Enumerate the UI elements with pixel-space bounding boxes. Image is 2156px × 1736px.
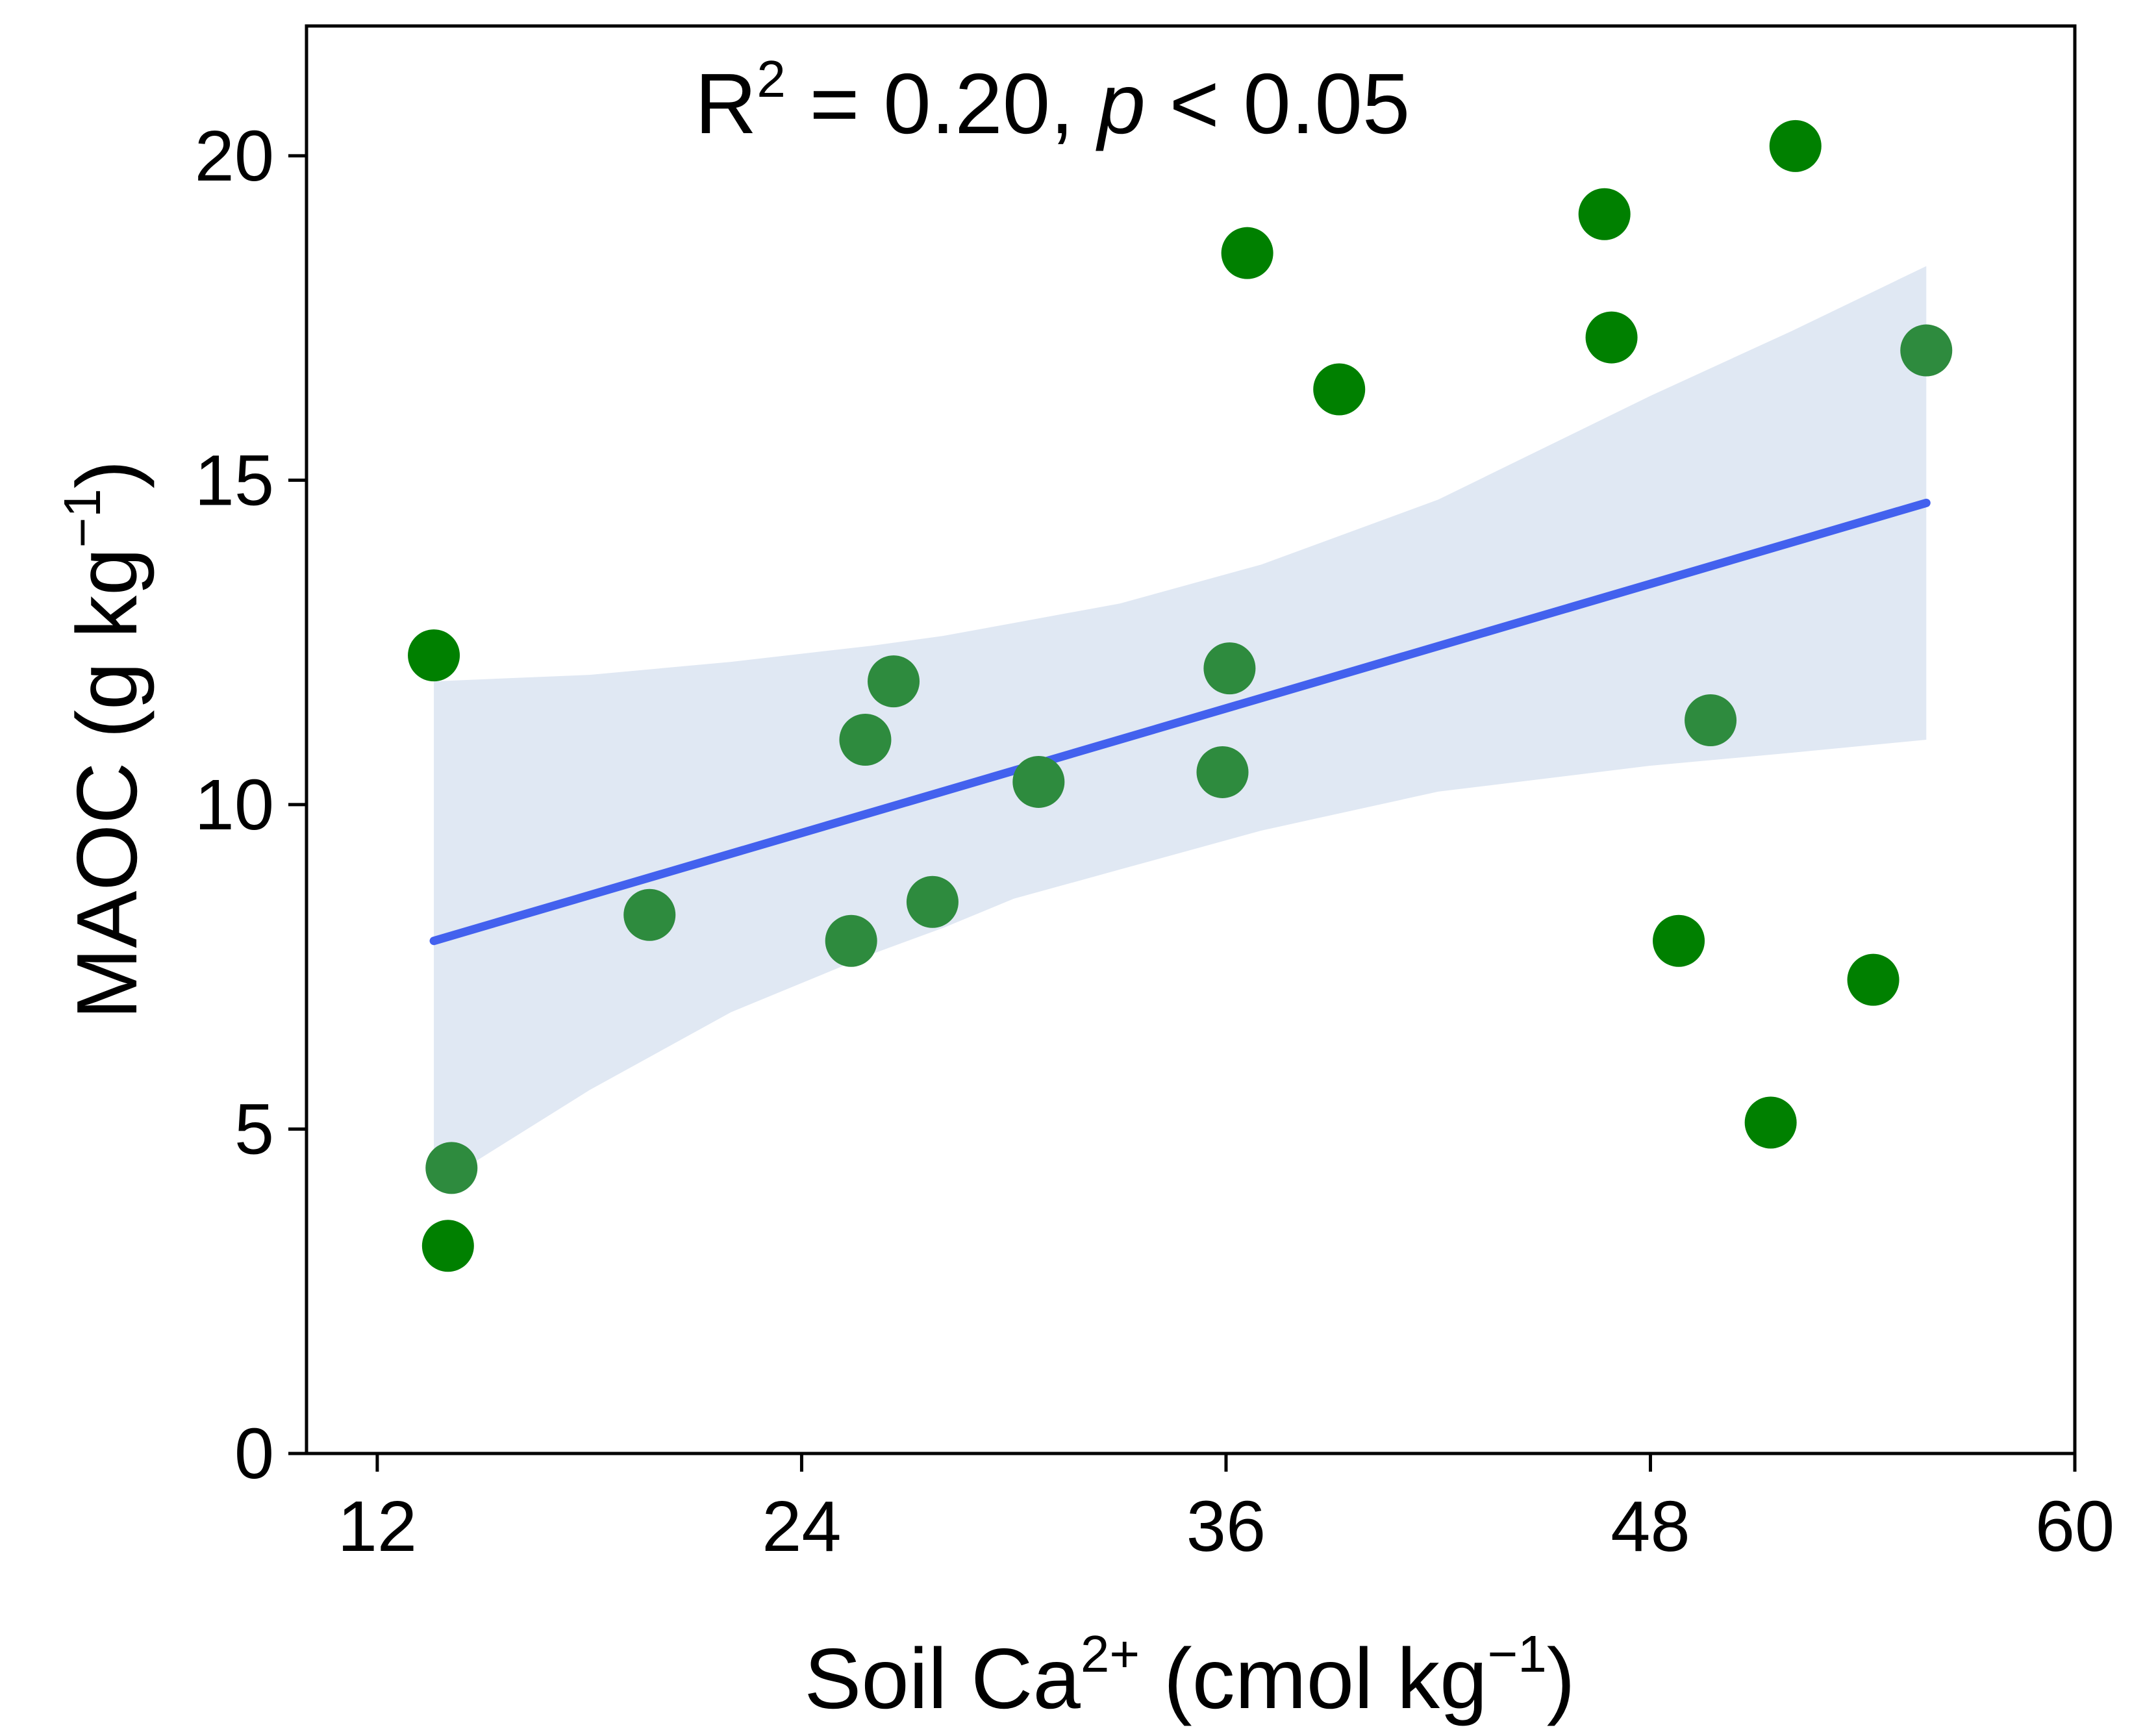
annotation-r-exp: 2 [757,50,786,108]
regression-line [429,498,1931,946]
data-point-9 [1012,755,1065,808]
y-tick-label-0: 0 [234,1414,274,1494]
annotation-r: R [695,56,757,151]
y-label-sup: −1 [53,488,111,547]
data-point-11 [1203,642,1256,695]
axis-ticks-layer: 12 24 36 48 60 0 5 10 15 20 [195,116,2115,1566]
y-tick-label-5: 5 [234,1089,274,1169]
x-label-sup2: −1 [1487,1625,1546,1683]
data-point-18 [1744,1096,1797,1149]
data-point-17 [1685,694,1737,747]
data-points-layer [408,120,1953,1272]
x-axis-label: Soil Ca2+ (cmol kg−1) [804,1625,1575,1726]
fit-line-layer [429,498,1931,946]
y-axis-label: MAOC (g kg−1) [53,460,155,1019]
stats-annotation: R2 = 0.20, p < 0.05 [695,50,1410,151]
x-label-sup1: 2+ [1081,1625,1140,1683]
x-label-main: Soil Ca [804,1631,1081,1726]
x-tick-label-36: 36 [1186,1487,1266,1566]
x-tick-label-24: 24 [762,1487,841,1566]
annotation-r-value: = 0.20, [786,56,1098,151]
data-point-3 [421,1220,474,1272]
confidence-band-layer [434,266,1927,1188]
data-point-4 [623,888,676,941]
x-label-end: ) [1547,1631,1575,1726]
data-point-5 [825,914,877,967]
x-tick-label-48: 48 [1611,1487,1690,1566]
y-tick-label-15: 15 [195,440,274,520]
y-tick-label-20: 20 [195,116,274,196]
data-point-8 [906,875,959,928]
annotation-p-symbol: p [1096,56,1146,151]
data-point-15 [1585,311,1638,364]
data-point-2 [425,1142,478,1194]
data-point-1 [408,629,460,682]
x-tick-label-60: 60 [2035,1487,2114,1566]
data-point-10 [1196,746,1249,798]
annotation-p-value: < 0.05 [1146,56,1410,151]
x-label-mid: (cmol kg [1140,1631,1487,1726]
data-point-14 [1578,188,1631,240]
y-label-main: MAOC (g kg [59,548,155,1020]
confidence-band [434,266,1927,1188]
data-point-6 [839,714,892,766]
x-tick-label-12: 12 [338,1487,417,1566]
data-point-19 [1769,120,1822,172]
data-point-20 [1847,953,1899,1006]
data-point-21 [1900,324,1953,377]
data-point-16 [1653,914,1705,967]
y-label-end: ) [59,460,155,488]
data-point-13 [1313,363,1366,416]
data-point-7 [868,655,920,708]
data-point-12 [1221,227,1273,279]
plot-frame [305,24,2077,1455]
y-tick-label-10: 10 [195,765,274,845]
